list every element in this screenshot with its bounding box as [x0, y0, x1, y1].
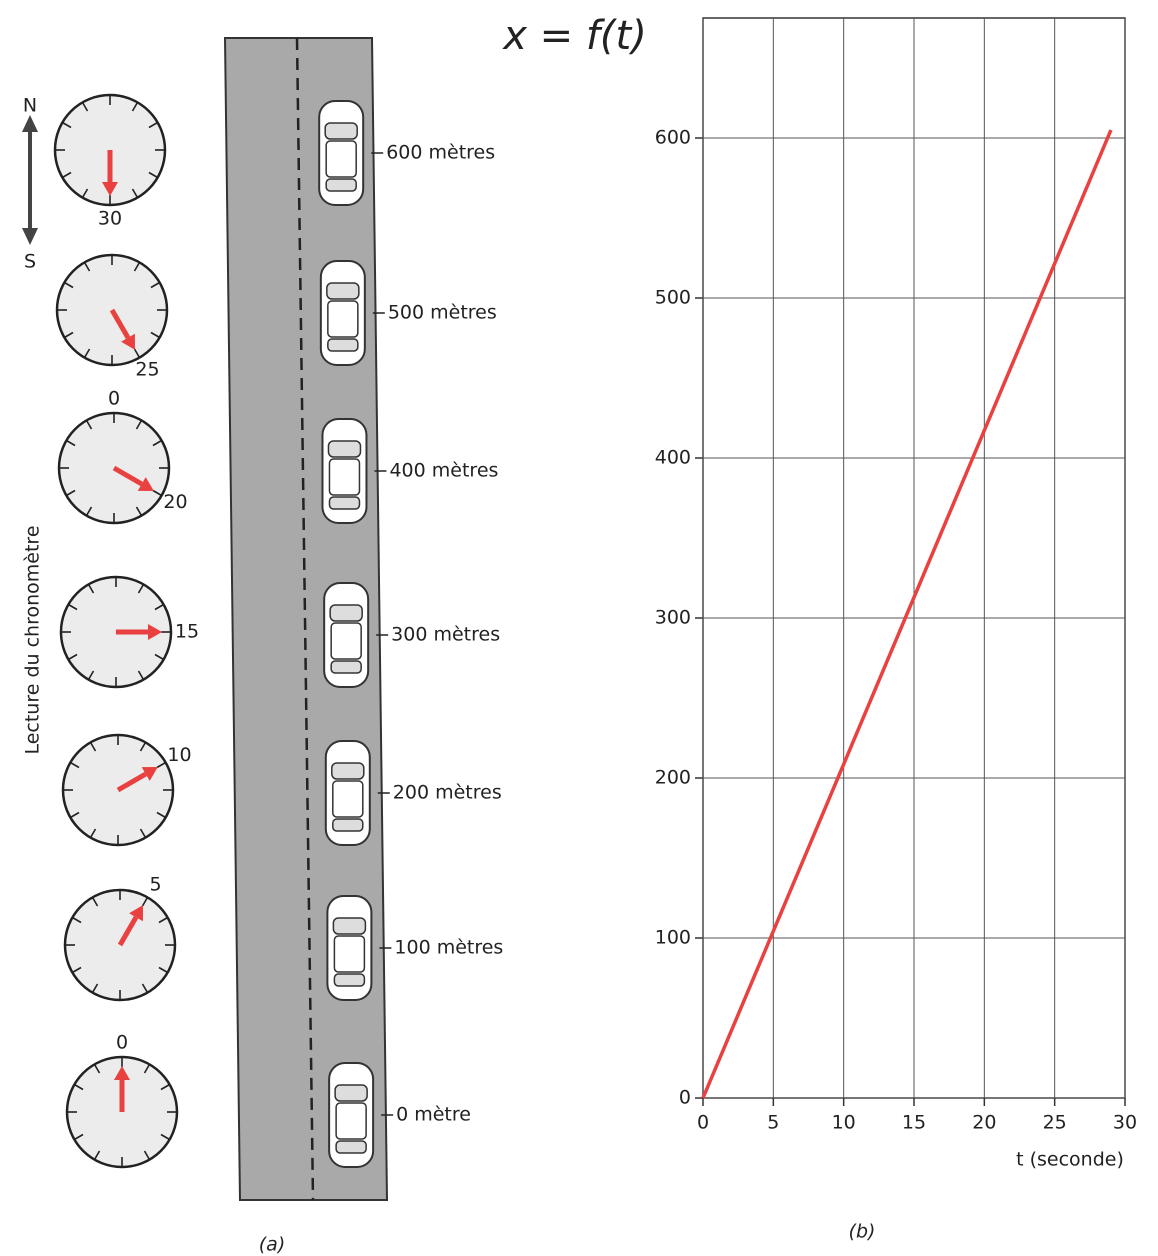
- x-tick-label: 20: [972, 1112, 996, 1134]
- car-window-front: [330, 605, 362, 621]
- dial-top-label: 0: [108, 388, 120, 410]
- dial-reading: 20: [163, 491, 187, 513]
- compass-north: N: [23, 95, 37, 117]
- car-roof: [329, 459, 359, 495]
- position-label: 300 mètres: [391, 624, 500, 646]
- car-window-front: [332, 763, 364, 779]
- dial-reading: 15: [175, 621, 199, 643]
- position-label: 100 mètres: [394, 937, 503, 959]
- x-tick-label: 30: [1113, 1112, 1137, 1134]
- car-roof: [333, 781, 363, 817]
- dial-reading: 10: [167, 744, 191, 766]
- y-tick-label: 400: [655, 447, 691, 469]
- vertical-label: Lecture du chronomètre: [22, 525, 44, 754]
- x-tick-label: 15: [902, 1112, 926, 1134]
- caption-a: (a): [259, 1234, 285, 1256]
- car-window-rear: [328, 339, 358, 351]
- compass-south: S: [24, 251, 36, 273]
- car-roof: [331, 623, 361, 659]
- dial-reading: 0: [116, 1032, 128, 1054]
- position-label: 0 mètre: [396, 1104, 471, 1126]
- x-tick-label: 25: [1043, 1112, 1067, 1134]
- figure: N S Lecture du chronomètre (a) x = f(t) …: [0, 0, 1158, 1256]
- car-window-rear: [334, 974, 364, 986]
- car-window-front: [327, 283, 359, 299]
- car-window-front: [325, 123, 357, 139]
- caption-b: (b): [849, 1221, 876, 1243]
- y-tick-label: 200: [655, 767, 691, 789]
- position-label: 400 mètres: [389, 460, 498, 482]
- car-window-front: [328, 441, 360, 457]
- x-tick-label: 5: [767, 1112, 779, 1134]
- position-label: 200 mètres: [393, 782, 502, 804]
- car-roof: [326, 141, 356, 177]
- y-tick-label: 100: [655, 927, 691, 949]
- car-window-rear: [333, 819, 363, 831]
- car-roof: [334, 936, 364, 972]
- position-label: 600 mètres: [386, 142, 495, 164]
- car-window-rear: [326, 179, 356, 191]
- car-window-front: [333, 918, 365, 934]
- car-window-rear: [331, 661, 361, 673]
- y-tick-label: 600: [655, 127, 691, 149]
- chart-title: x = f(t): [501, 13, 647, 59]
- car-roof: [336, 1103, 366, 1139]
- dial-reading: 30: [98, 208, 122, 230]
- position-label: 500 mètres: [388, 302, 497, 324]
- car-window-rear: [329, 497, 359, 509]
- car-window-rear: [336, 1141, 366, 1153]
- x-tick-label: 0: [697, 1112, 709, 1134]
- x-tick-label: 10: [832, 1112, 856, 1134]
- y-tick-label: 300: [655, 607, 691, 629]
- dial-reading: 25: [135, 358, 159, 380]
- x-axis-label: t (seconde): [1016, 1149, 1124, 1171]
- dial-reading: 5: [149, 874, 161, 896]
- car-roof: [328, 301, 358, 337]
- car-window-front: [335, 1085, 367, 1101]
- y-tick-label: 0: [679, 1087, 691, 1109]
- y-tick-label: 500: [655, 287, 691, 309]
